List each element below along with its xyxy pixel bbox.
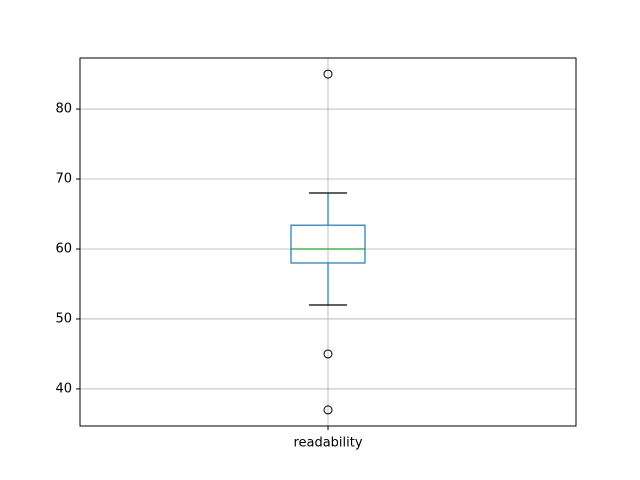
outlier (323, 69, 333, 79)
outlier (323, 405, 333, 415)
y-tick-label: 60 (55, 241, 72, 256)
y-tick-label: 70 (55, 172, 72, 187)
y-tick-label: 50 (55, 311, 72, 326)
plot-frame (79, 57, 577, 427)
box (290, 224, 366, 264)
y-tick-label: 80 (55, 102, 72, 117)
x-tick-label: readability (293, 436, 362, 451)
outlier (323, 349, 333, 359)
y-tick-label: 40 (55, 381, 72, 396)
